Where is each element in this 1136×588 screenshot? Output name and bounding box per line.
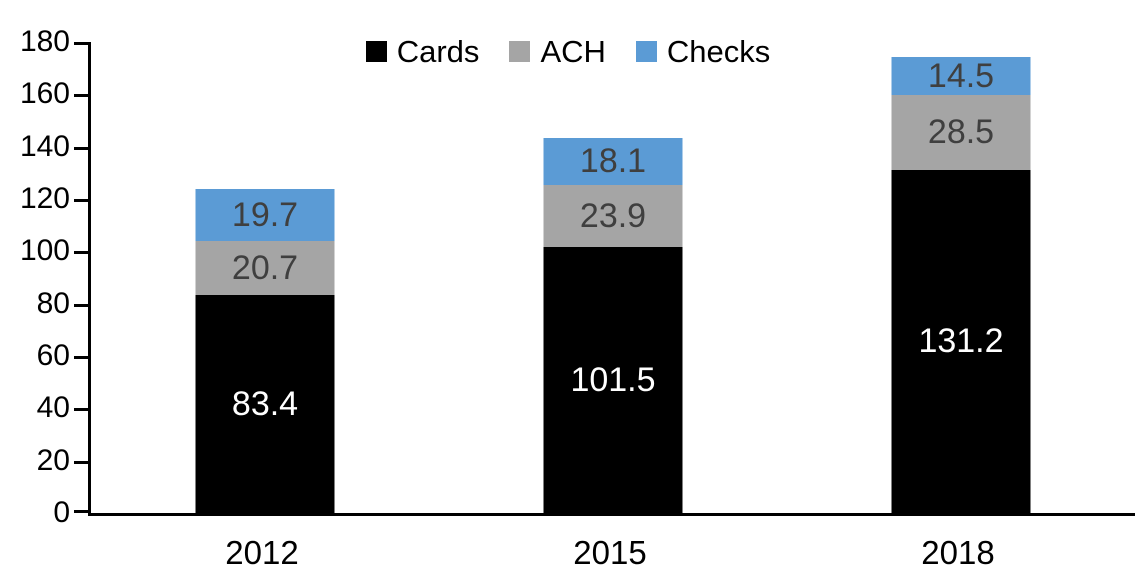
legend-label: Checks <box>666 34 771 69</box>
legend: Cards ACH Checks <box>0 36 1136 67</box>
bar-segment-value: 20.7 <box>231 248 299 287</box>
stacked-bar-2018: 131.2 28.5 14.5 <box>891 42 1031 513</box>
legend-item-checks: Checks <box>635 34 771 69</box>
y-axis-tick-label: 140 <box>19 129 70 163</box>
stacked-bar-2015: 101.5 23.9 18.1 <box>543 42 683 513</box>
stacked-bar-2012: 83.4 20.7 19.7 <box>195 42 335 513</box>
legend-swatch-icon <box>635 41 657 62</box>
y-axis-tick-label: 180 <box>19 25 70 58</box>
legend-label: Cards <box>396 34 480 69</box>
bar-segment-checks: 19.7 <box>195 189 335 241</box>
bar-segment-value: 19.7 <box>231 195 299 234</box>
legend-swatch-icon <box>509 41 531 62</box>
y-axis-tick <box>74 251 88 255</box>
y-axis-tick-label: 0 <box>53 496 70 529</box>
y-axis-tick <box>74 42 88 45</box>
y-axis-tick-label: 120 <box>19 182 70 215</box>
y-axis-tick-label: 60 <box>36 339 70 372</box>
y-axis-tick-label: 100 <box>19 234 70 268</box>
bar-segment-value: 131.2 <box>918 322 1004 361</box>
legend-swatch-icon <box>365 41 387 62</box>
y-axis-tick-label: 40 <box>36 391 70 425</box>
y-axis-tick <box>74 146 88 150</box>
bar-segment-ach: 28.5 <box>891 95 1031 170</box>
y-axis-tick-label: 20 <box>36 443 70 477</box>
y-axis-tick <box>74 199 88 202</box>
bar-slot-2018: 131.2 28.5 14.5 <box>787 42 1135 513</box>
y-axis-tick <box>74 460 88 464</box>
bar-segment-value: 23.9 <box>579 197 647 236</box>
legend-item-cards: Cards <box>365 34 480 69</box>
y-axis-tick-label: 160 <box>19 77 70 111</box>
bar-segment-ach: 23.9 <box>543 184 683 248</box>
bar-segment-ach: 20.7 <box>195 240 335 295</box>
x-axis-label-2012: 2012 <box>225 534 299 571</box>
bar-segment-cards: 131.2 <box>891 169 1031 513</box>
bar-segment-value: 18.1 <box>579 142 647 181</box>
y-axis-tick <box>74 408 88 412</box>
bar-segment-checks: 18.1 <box>543 137 683 185</box>
bar-segment-cards: 101.5 <box>543 247 683 513</box>
plot-area: 83.4 20.7 19.7 101.5 23.9 18.1 131.2 28.5 14.5 0… <box>20 27 1135 528</box>
bar-slot-2015: 101.5 23.9 18.1 <box>439 42 787 513</box>
bar-segment-value: 101.5 <box>570 361 656 400</box>
y-axis-tick-label: 80 <box>36 286 70 320</box>
bars-container: 83.4 20.7 19.7 101.5 23.9 18.1 131.2 28.5 14.5 <box>91 42 1135 513</box>
y-axis-tick <box>74 303 88 307</box>
bar-segment-checks: 14.5 <box>891 57 1031 96</box>
x-axis-label-2018: 2018 <box>921 534 995 571</box>
bar-segment-value: 14.5 <box>927 57 995 96</box>
y-axis-tick <box>74 94 88 98</box>
bar-segment-value: 28.5 <box>927 113 995 152</box>
bar-slot-2012: 83.4 20.7 19.7 <box>91 42 439 513</box>
legend-item-ach: ACH <box>509 34 606 69</box>
x-axis-label-2015: 2015 <box>573 534 647 571</box>
y-axis-tick <box>74 356 88 359</box>
legend-label: ACH <box>540 34 606 69</box>
bar-segment-value: 83.4 <box>231 384 299 423</box>
y-axis-tick <box>74 510 88 513</box>
bar-segment-cards: 83.4 <box>195 294 335 513</box>
